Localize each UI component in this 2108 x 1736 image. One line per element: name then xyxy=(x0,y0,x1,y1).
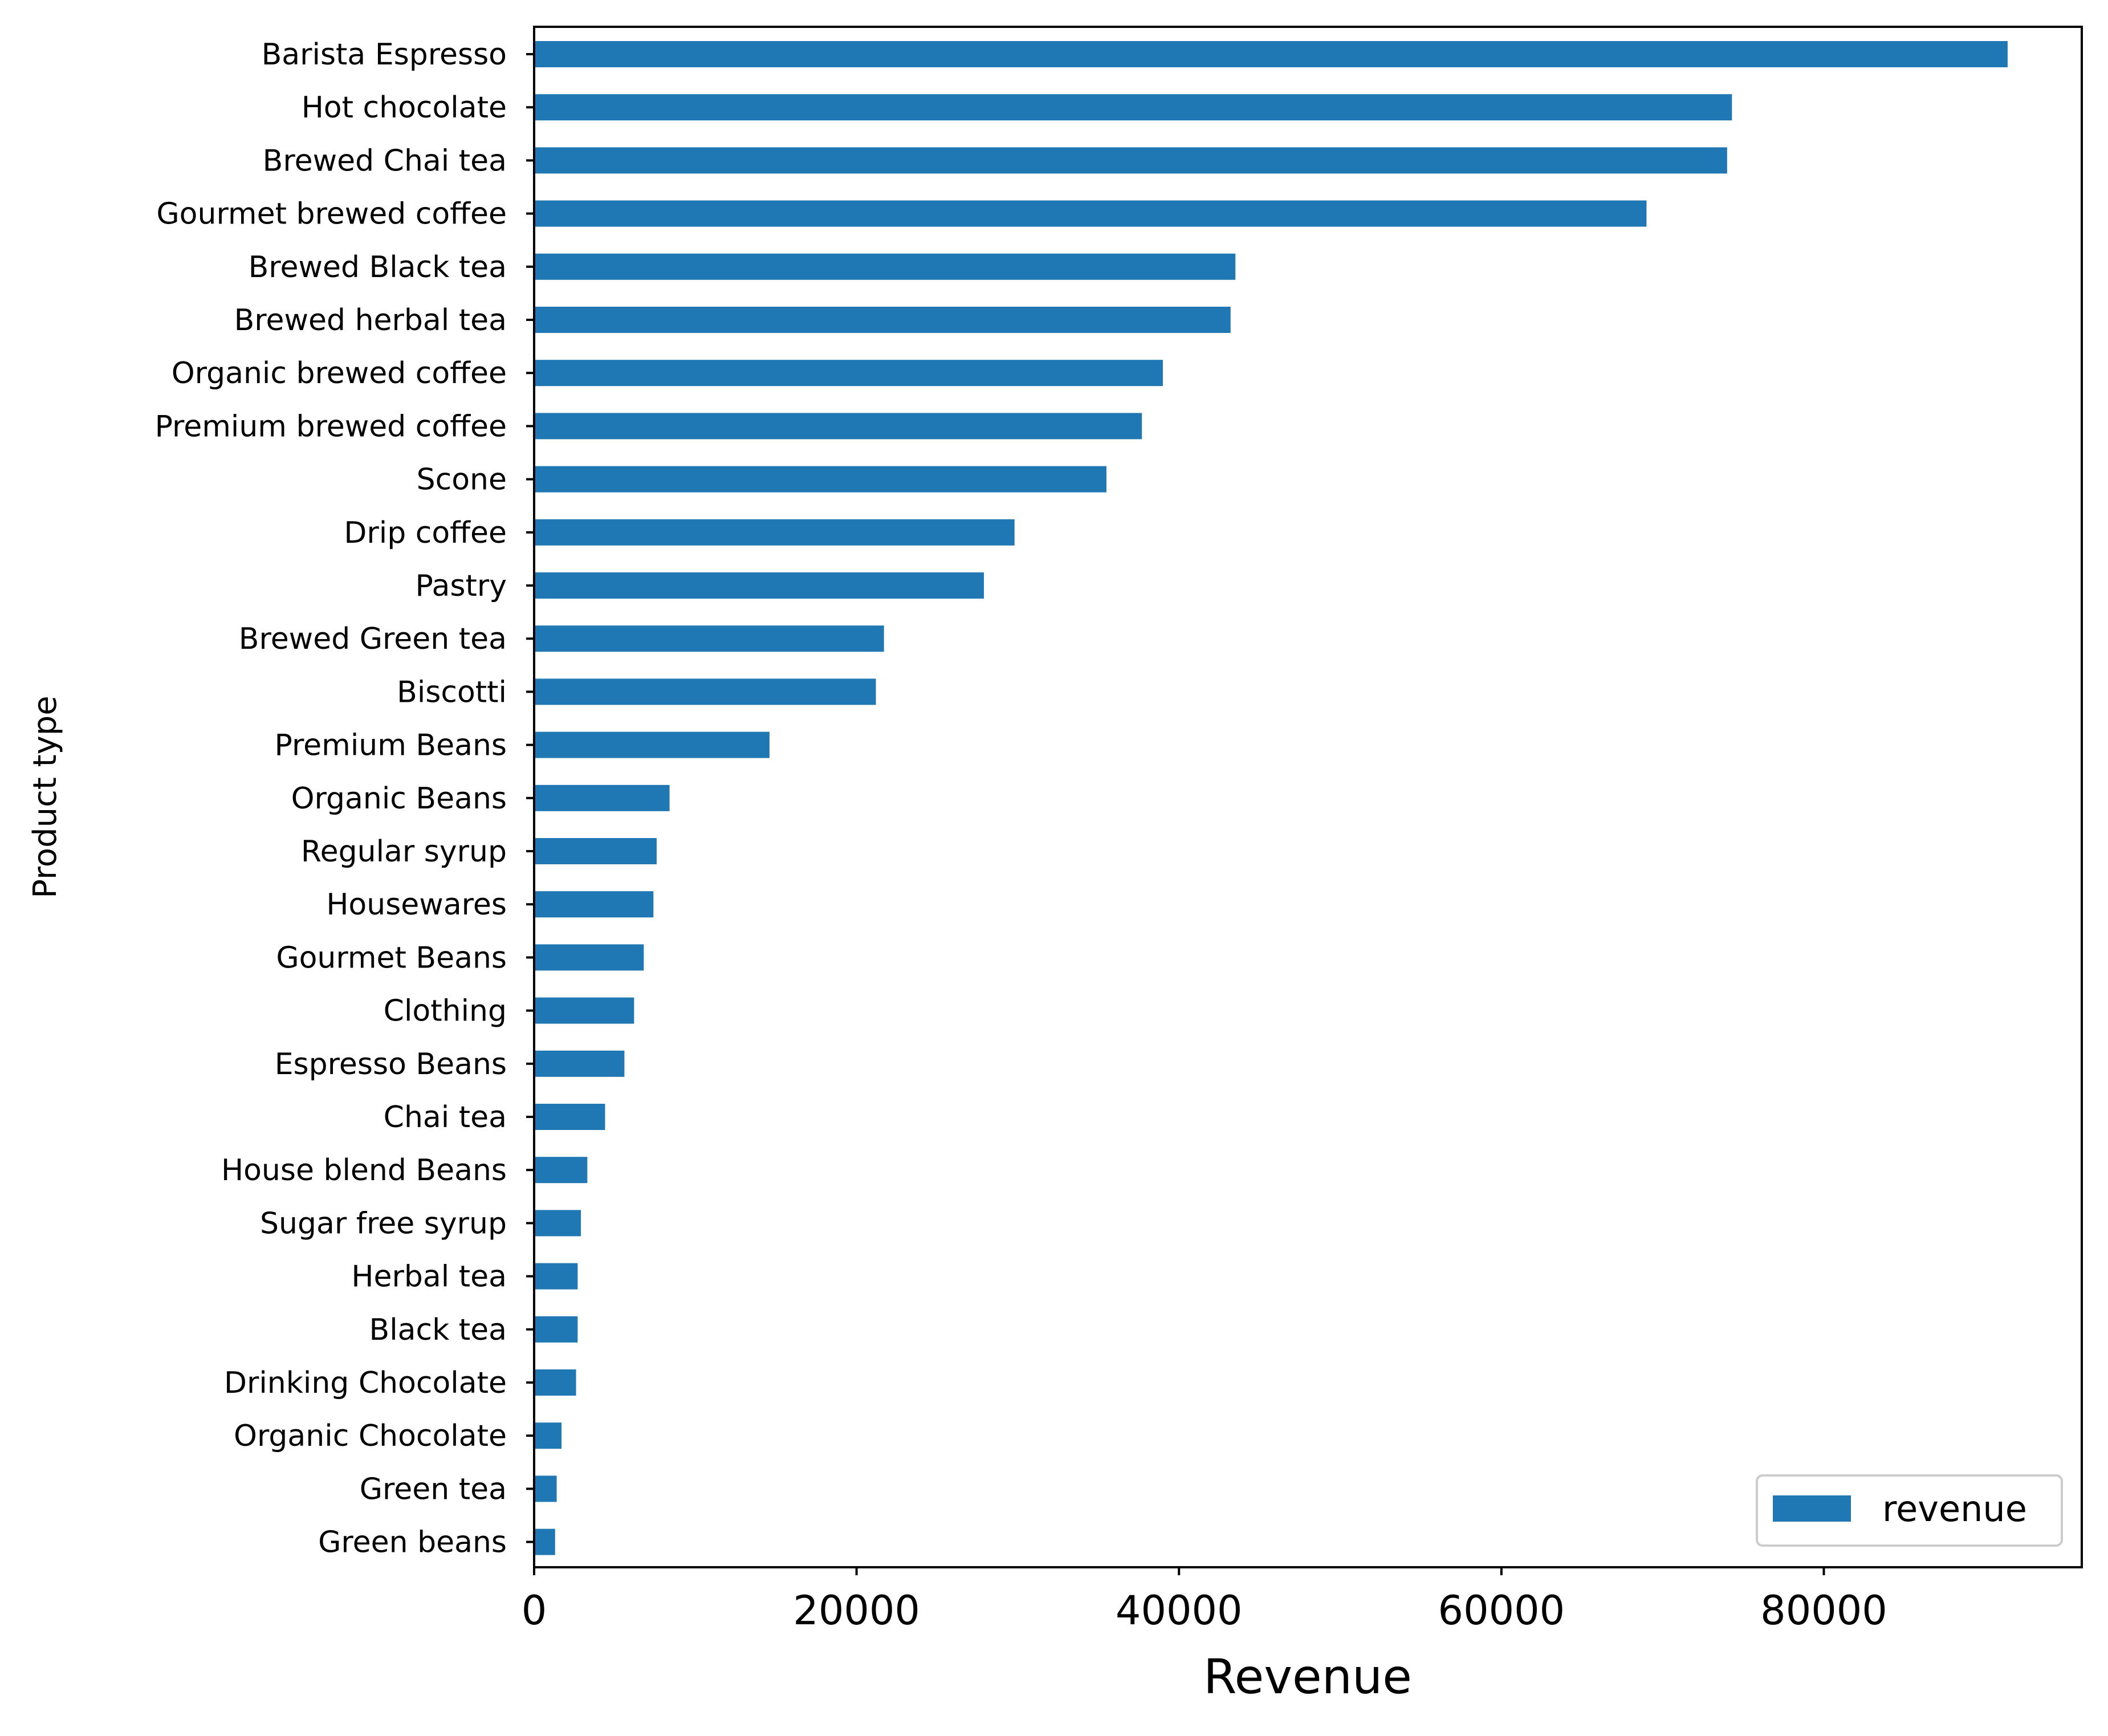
y-tick-label: Gourmet Beans xyxy=(276,941,507,975)
bar xyxy=(534,466,1106,493)
y-tick-label: Premium Beans xyxy=(275,729,507,763)
y-tick-label: Drinking Chocolate xyxy=(224,1366,507,1400)
legend: revenue xyxy=(1756,1474,2063,1547)
x-tick-label: 40000 xyxy=(1116,1587,1243,1634)
bar xyxy=(534,94,1732,121)
y-tick-label: Sugar free syrup xyxy=(260,1206,507,1241)
bar xyxy=(534,1104,605,1130)
y-tick-label: Housewares xyxy=(326,888,507,922)
bar xyxy=(534,1369,576,1396)
y-tick-label: Chai tea xyxy=(384,1100,507,1135)
y-axis-ticks: Barista Espresso Hot chocolate Brewed Chai… xyxy=(155,38,534,1560)
bar xyxy=(534,997,634,1024)
bar xyxy=(534,1528,555,1555)
y-tick-label: Herbal tea xyxy=(351,1260,507,1294)
bar xyxy=(534,200,1647,227)
x-tick-label: 80000 xyxy=(1760,1587,1887,1634)
legend-label: revenue xyxy=(1882,1488,2027,1530)
legend-swatch xyxy=(1773,1495,1851,1522)
bar xyxy=(534,307,1231,333)
bar xyxy=(534,1157,588,1184)
y-tick-label: Green tea xyxy=(360,1472,507,1506)
bar xyxy=(534,625,884,652)
bars-layer xyxy=(534,41,2008,1555)
y-tick-label: Brewed Black tea xyxy=(249,250,507,284)
y-tick-label: Brewed Chai tea xyxy=(263,144,507,178)
x-tick-label: 0 xyxy=(522,1587,547,1634)
bar xyxy=(534,413,1142,440)
bar xyxy=(534,253,1236,280)
y-tick-label: Hot chocolate xyxy=(302,91,507,125)
y-tick-label: Scone xyxy=(417,463,507,497)
y-tick-label: Black tea xyxy=(369,1313,507,1347)
bar xyxy=(534,944,644,971)
bar xyxy=(534,1263,578,1290)
x-axis-title: Revenue xyxy=(1203,1649,1412,1705)
y-tick-label: Clothing xyxy=(384,994,507,1028)
y-tick-label: Regular syrup xyxy=(301,835,507,869)
bar xyxy=(534,1422,562,1449)
y-tick-label: Pastry xyxy=(415,569,507,603)
y-tick-label: Brewed herbal tea xyxy=(234,303,507,338)
y-tick-label: Barista Espresso xyxy=(262,38,507,72)
bar xyxy=(534,1475,557,1502)
bar xyxy=(534,147,1727,174)
x-tick-label: 20000 xyxy=(793,1587,920,1634)
bar xyxy=(534,784,670,811)
bar xyxy=(534,731,770,758)
y-tick-label: Green beans xyxy=(318,1526,507,1560)
y-tick-label: Premium brewed coffee xyxy=(155,409,507,444)
y-tick-label: Organic brewed coffee xyxy=(172,356,507,391)
bar xyxy=(534,838,657,864)
y-axis-title: Product type xyxy=(27,696,64,899)
bar xyxy=(534,41,2008,67)
y-tick-label: House blend Beans xyxy=(221,1153,507,1188)
bar xyxy=(534,891,654,918)
bar xyxy=(534,572,984,599)
y-tick-label: Gourmet brewed coffee xyxy=(156,197,507,231)
y-tick-label: Organic Beans xyxy=(291,782,507,816)
bar xyxy=(534,519,1015,546)
y-tick-label: Brewed Green tea xyxy=(239,622,507,656)
y-tick-label: Espresso Beans xyxy=(275,1047,507,1082)
bar xyxy=(534,1050,625,1077)
y-tick-label: Drip coffee xyxy=(344,516,507,550)
bar xyxy=(534,360,1163,387)
bar xyxy=(534,1316,578,1343)
x-axis-ticks: 0 20000 40000 60000 80000 xyxy=(522,1567,1887,1634)
bar xyxy=(534,678,876,705)
y-tick-label: Organic Chocolate xyxy=(234,1419,507,1453)
bar xyxy=(534,1210,581,1237)
plot-frame xyxy=(533,26,2083,1568)
x-tick-label: 60000 xyxy=(1438,1587,1565,1634)
y-tick-label: Biscotti xyxy=(397,675,507,709)
legend-frame xyxy=(1756,1474,2063,1547)
